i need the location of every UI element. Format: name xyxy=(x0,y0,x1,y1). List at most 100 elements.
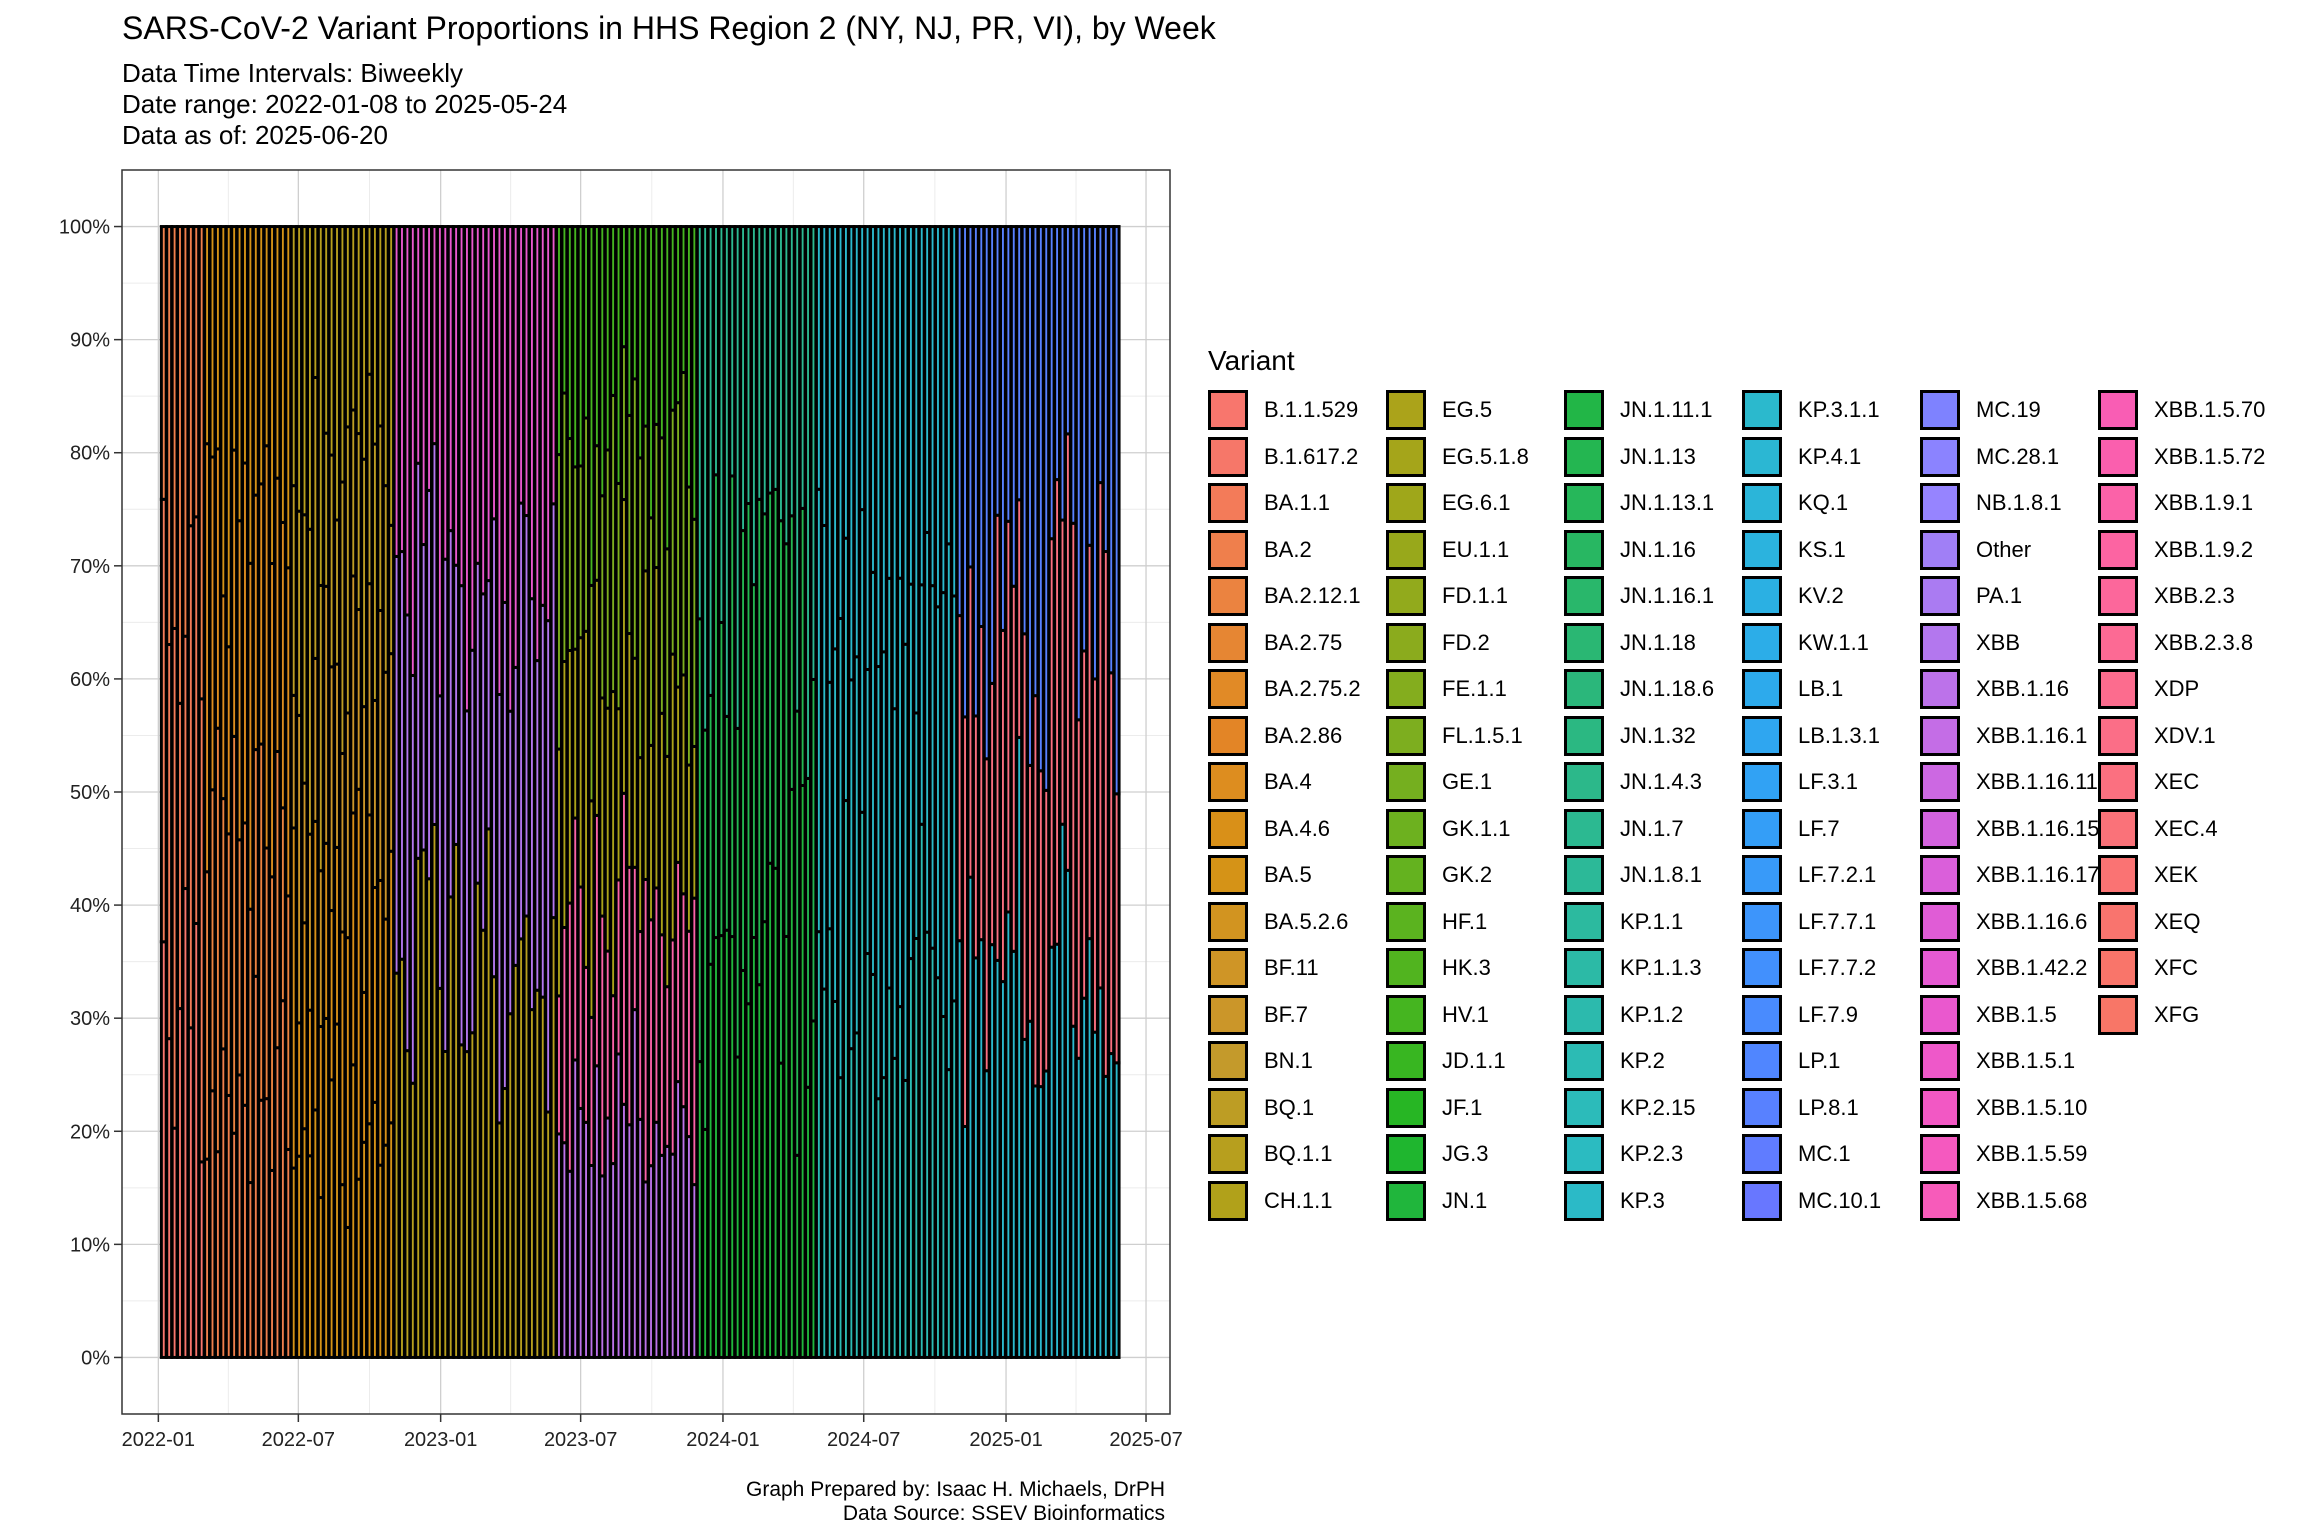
legend-item: JN.1.8.1 xyxy=(1564,853,1702,897)
subtitle-interval: Data Time Intervals: Biweekly xyxy=(122,58,464,88)
legend-item: BN.1 xyxy=(1208,1039,1313,1083)
legend-label: HK.3 xyxy=(1442,955,1491,980)
legend-item: XBB xyxy=(1920,621,2020,665)
chart-plot: 0% 10% 20% 30% 40% 50% 60% 70% 80% 90% 100% 2022-0… xyxy=(59,169,1183,1451)
legend-label: KP.1.1 xyxy=(1620,908,1684,934)
legend-label: XDV.1 xyxy=(2154,722,2216,748)
legend-swatch xyxy=(1564,855,1604,895)
legend-swatch xyxy=(1386,1180,1426,1221)
legend-item: LP.1 xyxy=(1742,1039,1840,1083)
legend-label: BA.1.1 xyxy=(1264,490,1331,515)
legend-item: BF.7 xyxy=(1208,993,1308,1037)
legend-item: XEC.4 xyxy=(2098,807,2218,851)
legend-item: BA.5 xyxy=(1208,853,1312,897)
legend-item: PA.1 xyxy=(1920,574,2022,618)
legend-swatch xyxy=(1208,948,1248,988)
legend-label: KP.2.3 xyxy=(1620,1141,1684,1166)
chart-title: SARS-CoV-2 Variant Proportions in HHS Re… xyxy=(122,10,1216,46)
y-tick-label: 20% xyxy=(70,1121,110,1143)
legend-label: LF.7.9 xyxy=(1798,1001,1858,1027)
legend-label: LP.8.1 xyxy=(1798,1094,1859,1120)
bar-week xyxy=(322,225,331,1359)
legend-item: LP.8.1 xyxy=(1742,1086,1859,1130)
legend-label: KV.2 xyxy=(1798,583,1844,608)
legend-item: BQ.1.1 xyxy=(1208,1132,1332,1176)
legend-swatch xyxy=(1742,529,1782,570)
legend-swatch xyxy=(2098,994,2138,1035)
legend-swatch xyxy=(1742,855,1782,895)
legend-label: B.1.617.2 xyxy=(1264,443,1359,469)
bar-week xyxy=(1112,225,1121,1359)
legend-item: LF.3.1 xyxy=(1742,760,1858,804)
legend-item: JN.1.18 xyxy=(1564,621,1696,665)
legend-swatch xyxy=(1208,1134,1248,1174)
legend-swatch xyxy=(1208,529,1248,570)
legend-label: KP.1.2 xyxy=(1620,1001,1684,1027)
legend-label: BF.11 xyxy=(1264,955,1319,980)
bar-week xyxy=(224,225,233,1359)
legend-label: BA.2.75 xyxy=(1264,629,1343,655)
legend-label: BQ.1 xyxy=(1264,1094,1315,1120)
legend-item: JN.1.13 xyxy=(1564,435,1696,479)
legend-swatch xyxy=(1386,855,1426,895)
legend-swatch xyxy=(1742,994,1782,1035)
legend-swatch xyxy=(1564,948,1604,988)
legend-item: XBB.1.16.15 xyxy=(1920,807,2100,851)
legend-label: XBB.1.5.1 xyxy=(1976,1048,2076,1073)
legend-item: LF.7.7.1 xyxy=(1742,900,1876,944)
bar-week xyxy=(311,225,320,1359)
legend-swatch xyxy=(1742,901,1782,942)
legend-item: MC.10.1 xyxy=(1742,1179,1881,1223)
bar-week xyxy=(614,225,623,1359)
legend-label: MC.28.1 xyxy=(1976,443,2060,469)
legend-item: XEK xyxy=(2098,853,2198,897)
legend-swatch xyxy=(1920,529,1960,570)
legend-swatch xyxy=(1386,715,1426,756)
legend-item: XFG xyxy=(2098,993,2199,1037)
legend-item: GE.1 xyxy=(1386,760,1492,804)
x-tick-label: 2023-01 xyxy=(404,1429,477,1451)
legend-swatch xyxy=(2098,948,2138,988)
y-tick-label: 90% xyxy=(70,330,110,352)
legend-swatch xyxy=(1564,622,1604,663)
bar-week xyxy=(544,225,553,1359)
legend-item: XEC xyxy=(2098,760,2199,804)
legend-item: XBB.1.5.72 xyxy=(2098,435,2265,479)
legend-title: Variant xyxy=(1208,345,1295,376)
legend-item: XBB.1.16.11 xyxy=(1920,760,2098,804)
y-tick-label: 100% xyxy=(59,217,110,239)
legend-item: GK.2 xyxy=(1386,853,1492,897)
legend-label: NB.1.8.1 xyxy=(1976,490,2062,515)
legend-swatch xyxy=(1742,669,1782,709)
legend-label: KP.3.1.1 xyxy=(1798,397,1880,422)
legend-item: B.1.1.529 xyxy=(1208,388,1358,432)
legend-item: KP.2.3 xyxy=(1564,1132,1683,1176)
y-tick-label: 80% xyxy=(70,443,110,465)
legend-label: LB.1 xyxy=(1798,676,1844,701)
legend-item: MC.19 xyxy=(1920,388,2041,432)
legend-label: JN.1.32 xyxy=(1620,722,1696,748)
bar-week xyxy=(430,225,439,1359)
x-axis: 2022-01 2022-07 2023-01 2023-07 2024-01 2024-… xyxy=(122,1414,1183,1451)
legend-label: LF.7.7.2 xyxy=(1798,955,1877,980)
bar-week xyxy=(230,225,239,1359)
legend-item: JG.3 xyxy=(1386,1132,1488,1176)
legend-label: XBB.2.3 xyxy=(2154,583,2235,608)
legend-swatch xyxy=(1920,483,1960,523)
legend-item: KP.2 xyxy=(1564,1039,1665,1083)
legend-item: BA.2.75.2 xyxy=(1208,667,1361,711)
legend-swatch xyxy=(1920,994,1960,1035)
y-tick-label: 40% xyxy=(70,895,110,917)
legend-item: FD.1.1 xyxy=(1386,574,1508,618)
legend-item: BA.4.6 xyxy=(1208,807,1330,851)
legend-item: XFC xyxy=(2098,946,2198,990)
legend-label: XBB.1.16.6 xyxy=(1976,908,2088,934)
legend-label: KP.2.15 xyxy=(1620,1094,1696,1120)
legend-swatch xyxy=(1386,901,1426,942)
legend-item: XBB.1.5.1 xyxy=(1920,1039,2075,1083)
legend-label: GK.2 xyxy=(1442,862,1493,887)
legend-label: FE.1.1 xyxy=(1442,676,1507,701)
legend-label: XFC xyxy=(2154,955,2198,980)
x-tick-label: 2022-07 xyxy=(262,1429,335,1451)
legend-item: BA.2.86 xyxy=(1208,714,1342,758)
